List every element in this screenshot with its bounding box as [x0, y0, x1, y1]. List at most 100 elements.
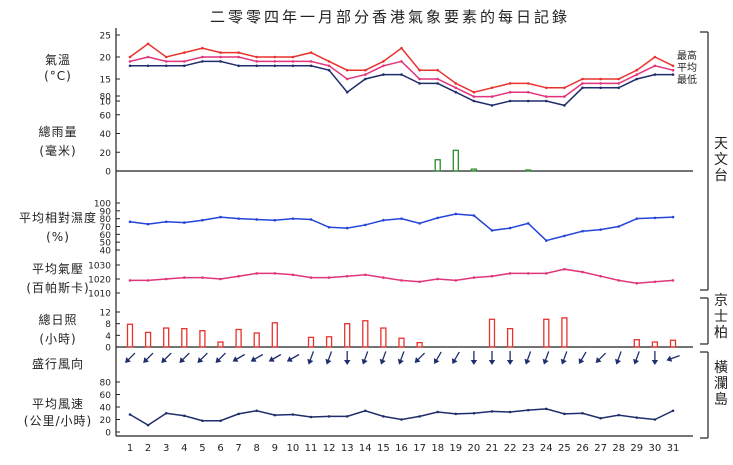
tick-label-sunshine-8: 8 [105, 320, 111, 330]
point-temperature-1-21 [490, 86, 494, 90]
point-humidity-1-27 [599, 228, 602, 231]
point-pressure-1-1 [128, 279, 132, 282]
point-temperature-2-12 [327, 64, 331, 68]
tick-label-sunshine-12: 12 [100, 309, 111, 319]
point-temperature-3-3 [164, 64, 168, 68]
wind-arrow-head [379, 358, 386, 365]
point-temperature-3-16 [400, 73, 403, 76]
point-temperature-1-15 [382, 60, 385, 63]
wind-arrow-head [232, 356, 239, 362]
day-label-8: 8 [254, 443, 260, 454]
point-wind_speed-1-27 [599, 416, 602, 420]
day-label-12: 12 [323, 443, 336, 454]
tick-label-humidity-50: 50 [100, 239, 112, 249]
point-temperature-1-16 [400, 46, 403, 50]
station-label-waglan-0: 橫 [714, 360, 728, 376]
point-wind_speed-1-2 [146, 423, 150, 427]
point-temperature-2-21 [490, 95, 494, 98]
wind-arrow-head [633, 358, 640, 365]
point-temperature-3-21 [490, 104, 494, 107]
point-temperature-1-1 [128, 55, 132, 59]
bar-sunshine-22 [506, 327, 514, 348]
bar-sunshine-8 [253, 332, 260, 348]
point-temperature-3-12 [327, 68, 331, 72]
point-humidity-1-3 [164, 220, 168, 224]
day-label-24: 24 [540, 443, 553, 454]
point-temperature-3-28 [617, 86, 620, 90]
point-temperature-3-7 [237, 64, 240, 68]
panel-label-rainfall-1: (毫米) [39, 143, 76, 158]
wind-arrow-head [125, 357, 131, 363]
point-temperature-2-22 [508, 90, 512, 94]
bar-sunshine-21 [488, 318, 496, 348]
point-wind_speed-1-12 [327, 415, 331, 418]
legend-temperature-2: 平均 [677, 62, 697, 74]
point-wind_speed-1-13 [345, 415, 349, 418]
point-pressure-1-8 [255, 272, 258, 275]
point-temperature-3-18 [436, 82, 440, 85]
point-temperature-2-23 [526, 90, 530, 94]
point-temperature-3-20 [472, 99, 476, 103]
tick-label-wind_speed-40: 40 [100, 404, 112, 414]
point-temperature-1-28 [617, 77, 620, 81]
point-temperature-3-19 [454, 90, 458, 94]
point-temperature-1-14 [364, 68, 367, 72]
bar-rainfall-19 [452, 149, 459, 172]
station-observatory: 天文台 [700, 31, 728, 291]
wind-arrow-head [615, 358, 622, 365]
point-temperature-1-9 [273, 55, 277, 59]
day-label-30: 30 [649, 443, 662, 454]
day-label-23: 23 [522, 443, 535, 454]
point-temperature-3-23 [526, 99, 530, 103]
point-temperature-1-27 [599, 77, 602, 81]
wind-arrow-15 [379, 351, 387, 365]
point-temperature-2-7 [237, 55, 240, 59]
panel-wind_speed: 平均風速 (公里/小時) 0 20 40 60 80 [24, 379, 675, 439]
wind-arrow-12 [325, 351, 333, 365]
wind-arrow-10 [286, 353, 300, 362]
wind-arrow-head [414, 357, 421, 363]
station-label-observatory-0: 天 [714, 136, 728, 152]
panel-rainfall: 總雨量 (毫米) 0 20 40 60 80 [38, 93, 693, 178]
point-temperature-3-2 [146, 64, 150, 68]
point-pressure-1-13 [345, 274, 349, 278]
point-temperature-1-30 [653, 55, 657, 59]
day-label-26: 26 [576, 443, 589, 454]
bar-sunshine-14 [362, 320, 369, 348]
point-humidity-1-6 [219, 215, 222, 219]
wind-arrow-6 [215, 352, 226, 363]
bar-sunshine-12 [325, 336, 333, 348]
point-temperature-3-15 [382, 73, 385, 76]
wind-arrow-16 [397, 351, 405, 365]
day-label-3: 3 [163, 443, 169, 454]
point-temperature-1-11 [309, 51, 313, 54]
day-label-22: 22 [504, 443, 517, 454]
wind-arrow-1 [125, 352, 136, 363]
point-temperature-1-8 [255, 55, 258, 59]
wind-arrow-head [524, 358, 531, 365]
point-temperature-2-20 [472, 95, 476, 98]
day-label-28: 28 [612, 443, 625, 454]
point-temperature-3-5 [201, 60, 204, 63]
point-temperature-1-13 [345, 68, 349, 72]
point-humidity-1-12 [327, 225, 331, 229]
bar-sunshine-30 [651, 341, 659, 348]
panel-label-temperature-0: 氣溫 [45, 53, 71, 67]
wind-arrow-head [161, 357, 168, 363]
point-wind_speed-1-14 [364, 409, 367, 413]
wind-arrow-28 [615, 351, 622, 365]
point-temperature-2-16 [400, 60, 403, 63]
point-pressure-1-5 [201, 276, 204, 279]
point-temperature-2-26 [581, 82, 584, 85]
point-temperature-3-25 [563, 104, 566, 107]
bar-sunshine-11 [307, 336, 315, 348]
tick-label-pressure-1030: 1030 [88, 262, 111, 272]
tick-label-rainfall-40: 40 [100, 130, 112, 140]
point-pressure-1-16 [400, 279, 403, 282]
point-humidity-1-16 [400, 217, 403, 220]
station-label-observatory-1: 文 [714, 152, 728, 168]
point-humidity-1-18 [436, 216, 440, 220]
wind-arrow-29 [633, 351, 640, 365]
point-temperature-3-11 [309, 64, 313, 68]
